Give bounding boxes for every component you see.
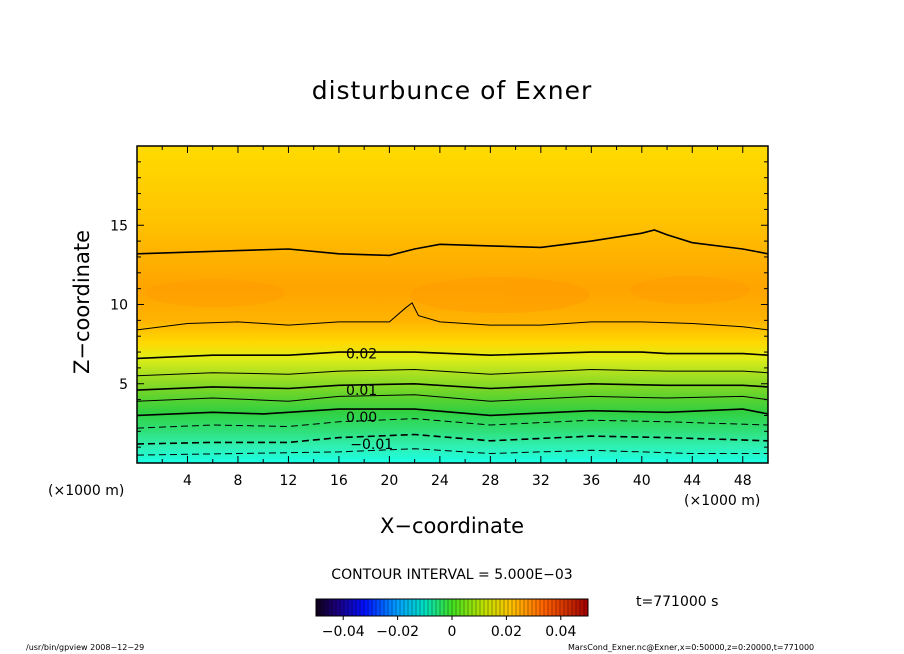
x-tick-label: 20 — [380, 473, 398, 489]
contour-label: 0.02 — [346, 347, 377, 363]
contour-line — [137, 418, 768, 429]
colorbar-tick-label: −0.02 — [376, 624, 419, 640]
x-axis-label: X−coordinate — [380, 514, 524, 538]
y-axis-label: Z−coordinate — [70, 230, 94, 374]
colorbar-stripes — [319, 599, 585, 616]
x-tick-label: 8 — [233, 473, 242, 489]
x-unit-right: (×1000 m) — [684, 493, 761, 509]
x-tick-label: 36 — [582, 473, 600, 489]
x-tick-label: 16 — [330, 473, 348, 489]
y-tick-label: 10 — [110, 298, 128, 314]
contour-line — [137, 394, 768, 402]
footer-program: /usr/bin/gpview 2008−12−29 — [26, 643, 145, 652]
shading-blobs — [145, 276, 750, 313]
colorbar-tick-label: −0.04 — [322, 624, 365, 640]
colorbar-ticks: −0.04 −0.02 0 0.02 0.04 — [322, 616, 576, 640]
shade-blob — [410, 277, 590, 313]
footer-source: MarsCond_Exner.nc@Exner,x=0:50000,z=0:20… — [568, 643, 815, 652]
contour-labels: 0.02 0.01 0.00 −0.01 — [346, 347, 393, 453]
contour-line — [137, 351, 768, 360]
x-tick-label: 24 — [431, 473, 449, 489]
shade-blob — [145, 279, 285, 307]
y-tick-label: 5 — [119, 377, 128, 393]
x-tick-label: 32 — [532, 473, 550, 489]
time-label: t=771000 s — [636, 594, 719, 610]
x-tick-label: 28 — [481, 473, 499, 489]
contour-line — [137, 302, 768, 331]
contour-label: −0.01 — [350, 437, 393, 453]
x-tick-label: 40 — [633, 473, 651, 489]
contour-label: 0.01 — [346, 383, 377, 399]
x-tick-label: 4 — [183, 473, 192, 489]
colorbar-tick-label: 0 — [448, 624, 457, 640]
x-tick-label: 48 — [734, 473, 752, 489]
contour-line — [137, 382, 768, 391]
contour-line — [137, 368, 768, 377]
x-tick-label: 12 — [280, 473, 298, 489]
x-unit-left: (×1000 m) — [48, 483, 125, 499]
colorbar-tick-label: 0.02 — [491, 624, 522, 640]
contour-label: 0.00 — [346, 410, 377, 426]
shade-blob — [630, 276, 750, 304]
contour-interval-label: CONTOUR INTERVAL = 5.000E−03 — [331, 567, 573, 583]
contour-line — [137, 433, 768, 445]
colorbar-tick-label: 0.04 — [545, 624, 576, 640]
contour-line — [137, 229, 768, 257]
contour-line — [137, 408, 768, 417]
contour-lines — [137, 229, 768, 456]
chart-title: disturbunce of Exner — [311, 76, 593, 105]
x-tick-label: 44 — [683, 473, 701, 489]
y-tick-label: 15 — [110, 218, 128, 234]
